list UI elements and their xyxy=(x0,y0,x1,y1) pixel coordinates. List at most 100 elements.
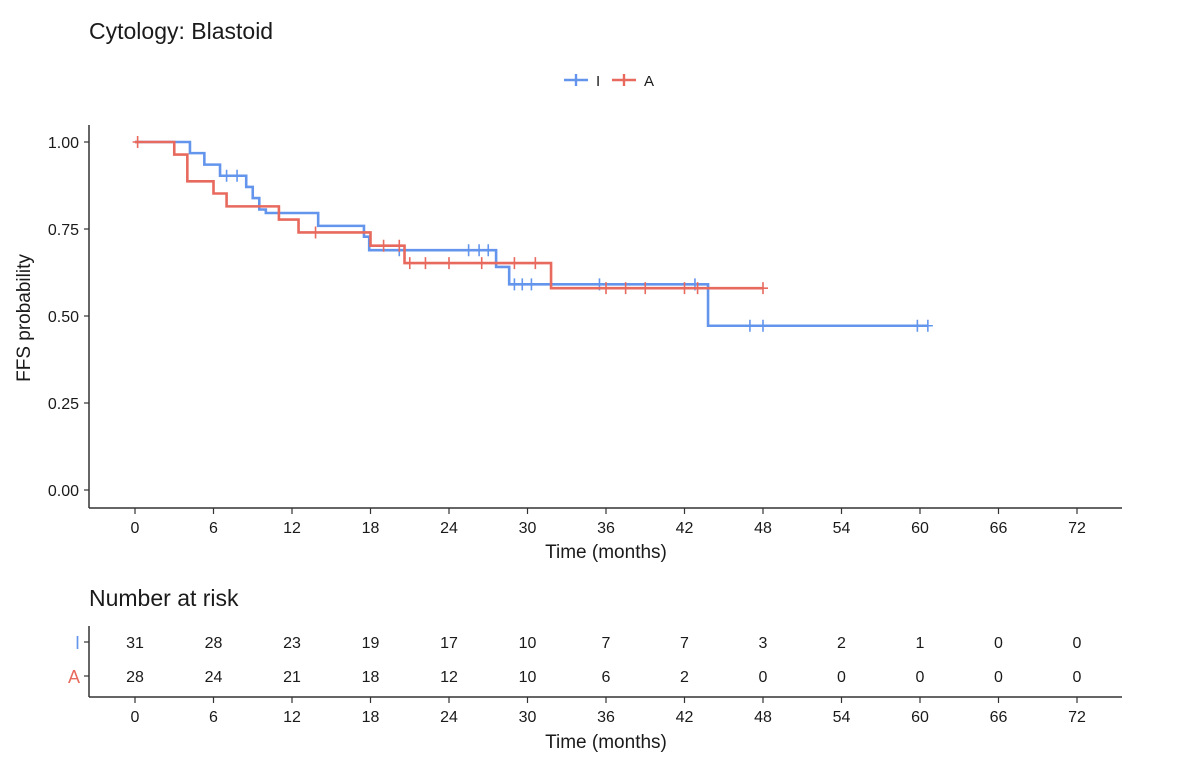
x-tick-label: 48 xyxy=(754,520,772,537)
censor-mark-A xyxy=(509,257,520,270)
risk-table-x-axis-label: Time (months) xyxy=(545,732,667,753)
censor-mark-A xyxy=(692,282,703,295)
risk-cell-I: 10 xyxy=(519,635,537,652)
y-tick-label: 0.50 xyxy=(48,309,79,326)
risk-cell-I: 0 xyxy=(994,635,1003,652)
x-tick-label: 54 xyxy=(833,520,851,537)
risk-x-tick-label: 12 xyxy=(283,709,301,726)
censor-mark-A xyxy=(444,257,454,270)
y-tick-label: 1.00 xyxy=(48,135,79,152)
censor-mark-A xyxy=(758,282,768,295)
censor-mark-A xyxy=(378,239,389,252)
series-line-I xyxy=(135,140,928,328)
x-axis-label: Time (months) xyxy=(545,542,667,563)
risk-row-label-A: A xyxy=(68,667,80,687)
risk-cell-I: 17 xyxy=(440,635,458,652)
censor-mark-A xyxy=(679,282,690,295)
y-axis-label: FFS probability xyxy=(14,254,35,382)
y-axis-ticks: 0.00 0.25 0.50 0.75 1.00 xyxy=(48,135,89,500)
censor-mark-I xyxy=(758,319,768,332)
legend-label-A: A xyxy=(644,73,654,90)
censor-mark-I xyxy=(463,244,474,257)
y-tick-label: 0.00 xyxy=(48,483,79,500)
x-tick-label: 72 xyxy=(1068,520,1086,537)
x-tick-label: 66 xyxy=(990,520,1008,537)
risk-cell-A: 21 xyxy=(283,669,301,686)
chart-title: Cytology: Blastoid xyxy=(89,18,273,44)
risk-cell-I: 2 xyxy=(837,635,846,652)
risk-x-tick-label: 24 xyxy=(440,709,458,726)
risk-cell-A: 24 xyxy=(205,669,223,686)
risk-cell-A: 0 xyxy=(994,669,1003,686)
risk-cell-A: 0 xyxy=(916,669,925,686)
risk-cell-A: 0 xyxy=(837,669,846,686)
censor-mark-A xyxy=(601,282,611,295)
risk-cell-A: 10 xyxy=(519,669,537,686)
censor-mark-A xyxy=(404,257,415,270)
censor-mark-A xyxy=(640,282,651,295)
risk-x-tick-label: 48 xyxy=(754,709,772,726)
risk-x-tick-label: 30 xyxy=(519,709,537,726)
x-tick-label: 60 xyxy=(911,520,929,537)
risk-cell-I: 28 xyxy=(205,635,223,652)
series-line-A xyxy=(135,140,763,290)
y-tick-label: 0.75 xyxy=(48,222,79,239)
censor-mark-I xyxy=(232,169,243,182)
risk-cell-I: 19 xyxy=(362,635,380,652)
y-tick-label: 0.25 xyxy=(48,396,79,413)
censor-mark-I xyxy=(221,169,232,182)
risk-cell-A: 6 xyxy=(602,669,611,686)
x-tick-label: 18 xyxy=(362,520,380,537)
risk-row-label-I: I xyxy=(75,633,80,653)
risk-x-tick-label: 72 xyxy=(1068,709,1086,726)
x-tick-label: 6 xyxy=(209,520,218,537)
censor-mark-I xyxy=(912,319,923,332)
risk-x-tick-label: 66 xyxy=(990,709,1008,726)
censor-mark-I xyxy=(474,244,485,257)
risk-cell-I: 23 xyxy=(283,635,301,652)
censor-mark-A xyxy=(476,257,487,270)
risk-cell-A: 28 xyxy=(126,669,144,686)
censor-mark-I xyxy=(483,244,494,257)
risk-cell-I: 3 xyxy=(759,635,768,652)
legend-key-A xyxy=(612,74,636,86)
legend-label-I: I xyxy=(596,73,600,90)
risk-cell-I: 7 xyxy=(602,635,611,652)
x-tick-label: 42 xyxy=(676,520,694,537)
risk-cell-A: 0 xyxy=(759,669,768,686)
risk-cell-I: 7 xyxy=(680,635,689,652)
censor-mark-I xyxy=(922,319,933,332)
censor-mark-A xyxy=(310,226,321,239)
risk-x-tick-label: 6 xyxy=(209,709,218,726)
risk-cell-I: 0 xyxy=(1073,635,1082,652)
x-tick-label: 0 xyxy=(131,520,140,537)
x-tick-label: 30 xyxy=(519,520,537,537)
risk-table-title: Number at risk xyxy=(89,585,239,611)
risk-x-tick-label: 0 xyxy=(131,709,140,726)
censor-mark-A xyxy=(132,136,143,148)
censor-mark-I xyxy=(526,278,537,291)
risk-cell-A: 2 xyxy=(680,669,689,686)
risk-cell-I: 1 xyxy=(916,635,925,652)
risk-cell-A: 18 xyxy=(362,669,380,686)
x-tick-label: 12 xyxy=(283,520,301,537)
x-axis-ticks: 0 6 12 18 24 30 36 42 48 54 60 66 72 xyxy=(131,508,1086,537)
censor-mark-I xyxy=(517,278,528,291)
risk-x-tick-label: 54 xyxy=(833,709,851,726)
survival-curves xyxy=(132,136,933,332)
risk-x-tick-label: 60 xyxy=(911,709,929,726)
risk-cell-A: 12 xyxy=(440,669,458,686)
risk-cell-A: 0 xyxy=(1073,669,1082,686)
censor-mark-I xyxy=(744,319,755,332)
censor-mark-A xyxy=(530,257,541,270)
censor-mark-A xyxy=(420,257,431,270)
censor-mark-A xyxy=(620,282,631,295)
x-tick-label: 36 xyxy=(597,520,615,537)
risk-table-x-ticks: 0 6 12 18 24 30 36 42 48 54 60 66 72 xyxy=(131,697,1086,726)
risk-x-tick-label: 36 xyxy=(597,709,615,726)
risk-x-tick-label: 42 xyxy=(676,709,694,726)
risk-x-tick-label: 18 xyxy=(362,709,380,726)
legend-key-I xyxy=(564,74,588,86)
